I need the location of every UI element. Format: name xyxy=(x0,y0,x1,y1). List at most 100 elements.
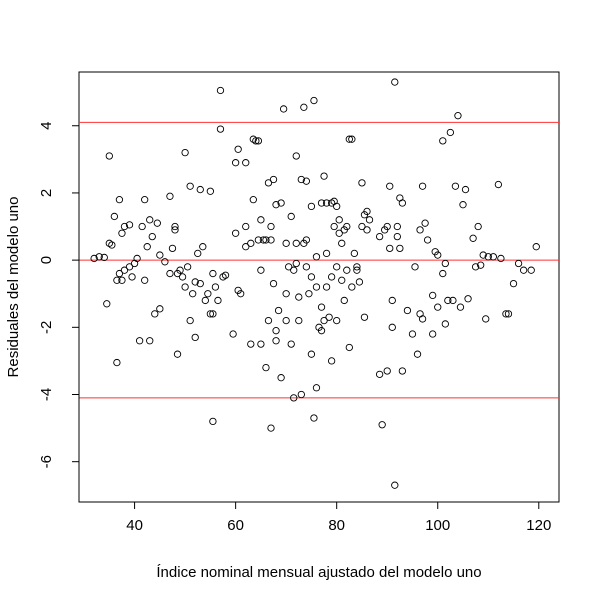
data-point xyxy=(398,199,407,207)
data-point xyxy=(464,295,472,303)
data-point xyxy=(307,273,316,281)
data-point xyxy=(297,175,305,184)
data-point xyxy=(262,236,270,244)
data-point xyxy=(391,78,399,86)
data-point xyxy=(333,202,341,211)
data-point xyxy=(355,278,364,286)
data-point xyxy=(257,340,265,348)
reference-lines xyxy=(79,121,559,399)
data-point xyxy=(302,177,311,185)
data-point xyxy=(327,273,336,281)
data-point xyxy=(128,273,136,281)
data-point xyxy=(209,269,217,278)
data-point xyxy=(231,159,240,167)
data-point xyxy=(204,290,212,298)
data-point xyxy=(459,201,467,209)
data-point xyxy=(196,279,204,288)
data-point xyxy=(292,239,300,247)
data-point xyxy=(343,222,351,231)
data-point xyxy=(338,239,346,247)
data-point xyxy=(333,316,341,325)
data-point xyxy=(176,266,184,274)
data-point xyxy=(156,251,164,259)
y-tick-label: 4 xyxy=(38,122,55,130)
data-point xyxy=(333,263,341,271)
data-point xyxy=(118,276,126,284)
data-point xyxy=(474,222,482,231)
data-point xyxy=(115,269,124,278)
data-point xyxy=(196,185,204,194)
y-tick-label: 0 xyxy=(38,256,55,264)
data-point xyxy=(327,357,336,365)
data-point xyxy=(469,234,477,242)
x-tick-label: 80 xyxy=(328,517,345,534)
data-point xyxy=(287,340,295,348)
data-point xyxy=(264,316,273,325)
data-point xyxy=(100,253,108,262)
data-point xyxy=(189,290,197,298)
data-point xyxy=(413,350,422,358)
data-point xyxy=(186,182,194,190)
data-point xyxy=(105,152,113,160)
data-point xyxy=(527,266,535,274)
data-point xyxy=(345,343,353,352)
data-point xyxy=(449,296,457,305)
data-point xyxy=(194,249,202,258)
data-point xyxy=(120,222,129,231)
data-point xyxy=(183,263,192,271)
data-point xyxy=(439,269,447,278)
data-point xyxy=(254,137,263,145)
y-tick-label: -6 xyxy=(38,455,55,468)
data-point xyxy=(348,135,356,143)
data-point xyxy=(363,207,371,216)
data-point xyxy=(353,263,361,271)
data-point xyxy=(429,330,437,338)
data-point xyxy=(489,253,497,261)
data-point xyxy=(320,316,328,325)
data-point xyxy=(322,283,331,291)
data-point xyxy=(320,172,328,180)
data-point xyxy=(295,293,303,301)
data-point xyxy=(282,290,290,298)
data-point xyxy=(418,182,427,190)
data-point xyxy=(216,86,225,95)
data-point xyxy=(519,266,528,274)
data-point xyxy=(482,315,490,323)
data-point xyxy=(257,216,265,224)
data-point xyxy=(494,180,503,189)
data-point xyxy=(262,363,270,372)
data-point xyxy=(439,137,447,145)
data-point xyxy=(514,259,523,268)
data-point xyxy=(274,306,283,315)
data-point xyxy=(375,232,384,241)
data-point xyxy=(312,384,321,392)
data-point xyxy=(153,219,161,227)
data-point xyxy=(317,303,326,311)
data-point xyxy=(252,137,260,145)
data-point xyxy=(391,481,399,489)
data-point xyxy=(181,148,189,157)
data-point xyxy=(209,310,217,318)
data-point xyxy=(471,263,480,271)
data-point xyxy=(509,279,518,288)
data-point xyxy=(300,103,308,111)
x-tick-label: 120 xyxy=(526,517,551,534)
data-point xyxy=(312,283,321,291)
data-point xyxy=(237,290,245,298)
data-point xyxy=(141,196,149,204)
data-point xyxy=(143,243,151,251)
data-point xyxy=(307,202,316,211)
x-tick-label: 40 xyxy=(126,517,143,534)
data-point xyxy=(386,244,394,253)
data-point xyxy=(416,226,424,234)
data-point xyxy=(330,222,338,231)
x-axis: 40 60 80 100 120 xyxy=(126,501,551,534)
data-point xyxy=(383,222,391,231)
data-point xyxy=(317,327,326,335)
data-point xyxy=(411,263,419,271)
data-point xyxy=(242,222,250,231)
data-point xyxy=(191,333,199,342)
data-point xyxy=(269,279,278,288)
data-point xyxy=(335,216,343,224)
